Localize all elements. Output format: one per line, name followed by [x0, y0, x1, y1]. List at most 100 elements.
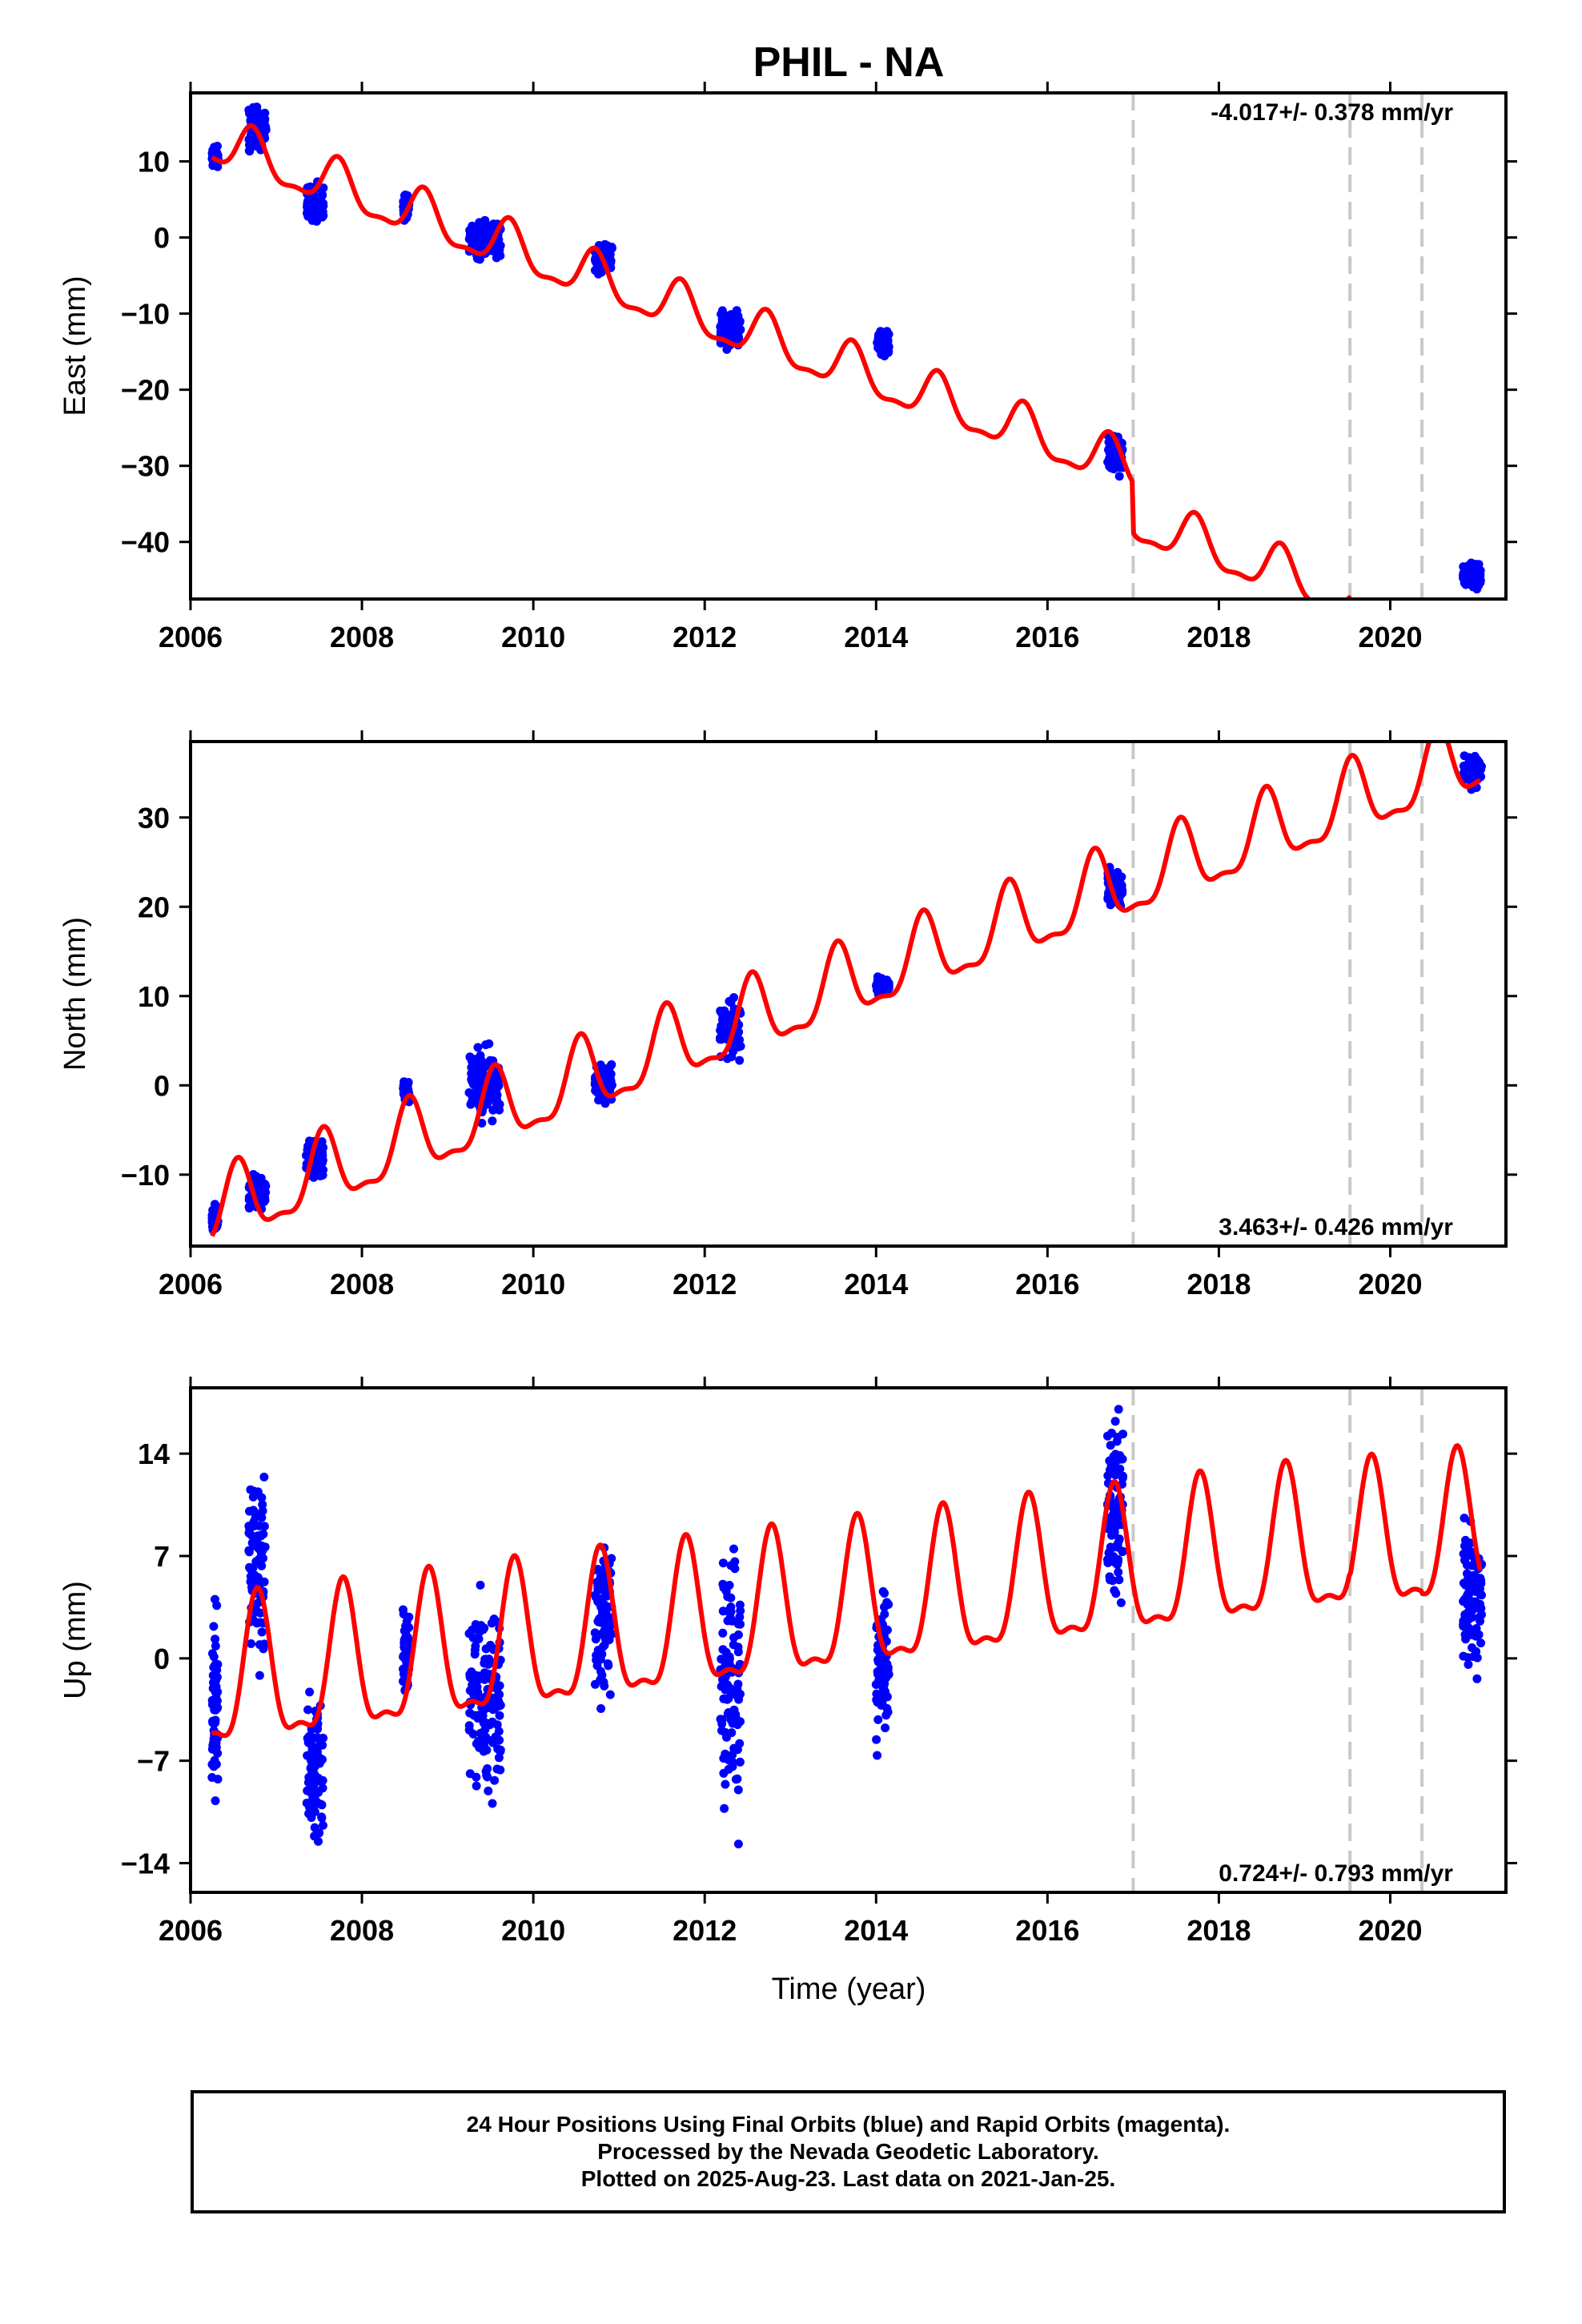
data-point: [1104, 437, 1114, 447]
data-point: [1476, 566, 1485, 575]
data-point: [874, 342, 884, 352]
data-point: [312, 1747, 322, 1757]
data-point: [404, 1622, 414, 1632]
data-point: [880, 1687, 889, 1695]
caption-line-1: 24 Hour Positions Using Final Orbits (bl…: [466, 2112, 1231, 2137]
y-tick-label: −10: [121, 1159, 170, 1192]
data-point: [477, 1119, 487, 1128]
plot-area-north: [207, 742, 1486, 1237]
chart-title: PHIL - NA: [753, 39, 945, 86]
data-point: [314, 1787, 323, 1797]
data-point: [314, 1836, 323, 1846]
data-point: [881, 1711, 891, 1720]
x-tick-label: 2012: [673, 621, 737, 653]
data-point: [479, 1625, 488, 1634]
data-point: [1106, 1462, 1116, 1471]
data-point: [600, 239, 610, 249]
data-point: [591, 1634, 600, 1644]
data-point: [317, 1157, 327, 1167]
data-point: [249, 1506, 258, 1515]
data-point: [878, 1620, 888, 1630]
data-point: [247, 1538, 257, 1548]
x-tick-label: 2018: [1186, 621, 1251, 653]
caption-line-3: Plotted on 2025-Aug-23. Last data on 202…: [580, 2166, 1116, 2191]
data-point: [590, 1679, 600, 1689]
data-point: [472, 1088, 481, 1097]
data-point: [1107, 1429, 1116, 1437]
data-point: [1459, 1597, 1468, 1606]
x-tick-label: 2010: [501, 621, 565, 653]
panel-north: 2006 2008 2010 2012 2014 2016 2018 20203020100−…: [58, 730, 1517, 1301]
data-point: [880, 1610, 889, 1619]
data-point: [488, 1116, 497, 1126]
x-tick-label: 2010: [501, 1914, 565, 1947]
data-point: [716, 1715, 725, 1724]
data-point: [1109, 1510, 1118, 1519]
data-point: [593, 1597, 603, 1606]
model-fit-line: [210, 742, 1482, 1237]
caption-box: 24 Hour Positions Using Final Orbits (bl…: [191, 2090, 1506, 2213]
data-point: [882, 1598, 892, 1607]
data-point: [401, 191, 411, 200]
data-point: [733, 1774, 742, 1783]
data-point: [472, 233, 481, 243]
data-point: [212, 1672, 222, 1682]
data-point: [467, 1667, 476, 1677]
data-point: [494, 1696, 504, 1706]
data-point: [207, 1759, 217, 1769]
data-point: [1114, 1534, 1124, 1544]
data-point: [1468, 582, 1478, 592]
data-point: [492, 1764, 502, 1774]
data-point: [592, 1578, 602, 1586]
data-point: [319, 1820, 327, 1830]
data-point: [1466, 759, 1476, 769]
data-point: [303, 1734, 312, 1743]
plot-frame: [189, 1386, 1508, 1894]
data-point: [313, 1166, 322, 1176]
data-point: [470, 1650, 480, 1659]
data-point: [718, 1558, 728, 1568]
y-tick-label: 0: [154, 1642, 170, 1675]
data-point: [1460, 1630, 1470, 1639]
data-point: [717, 1007, 727, 1017]
data-point: [318, 1775, 327, 1785]
panel-up: 2006 2008 2010 2012 2014 2016 2018 2020 14 7 0 −7 −1…: [58, 1377, 1517, 1947]
panel-east: 2006 2008 2010 2012 2014 2016 2018 2020 10 0 −10 −2…: [58, 82, 1517, 653]
data-point: [1106, 463, 1116, 472]
data-point: [249, 1517, 259, 1526]
data-point: [722, 1695, 732, 1704]
data-point: [305, 1687, 315, 1697]
data-point: [878, 334, 888, 343]
data-point: [724, 1020, 733, 1030]
data-point: [1470, 1571, 1480, 1581]
x-tick-label: 2006: [159, 1268, 223, 1301]
data-point: [305, 1136, 314, 1146]
data-point: [310, 1755, 319, 1764]
data-point: [257, 1513, 267, 1522]
rate-label: -4.017+/- 0.378 mm/yr: [1211, 99, 1453, 126]
data-point: [481, 1644, 491, 1654]
data-point: [474, 1634, 484, 1644]
y-tick-label: −20: [121, 374, 170, 407]
data-point: [721, 1028, 731, 1038]
data-point: [244, 1547, 254, 1557]
data-point: [308, 1772, 318, 1782]
data-point: [604, 1073, 614, 1083]
y-tick-label: 0: [154, 222, 170, 255]
data-point: [591, 257, 600, 267]
data-point: [255, 1618, 265, 1627]
data-point: [310, 1823, 319, 1832]
data-point: [488, 1735, 497, 1745]
points-north: [207, 751, 1486, 1235]
data-point: [733, 1647, 743, 1657]
data-point: [607, 1080, 616, 1090]
data-point: [735, 1757, 745, 1767]
plot-frame: [189, 740, 1508, 1248]
data-point: [399, 1677, 408, 1686]
data-point: [718, 1645, 728, 1655]
data-point: [304, 1809, 314, 1819]
x-tick-label: 2014: [844, 1268, 908, 1301]
x-tick-label: 2014: [844, 1914, 908, 1947]
data-point: [590, 266, 600, 275]
